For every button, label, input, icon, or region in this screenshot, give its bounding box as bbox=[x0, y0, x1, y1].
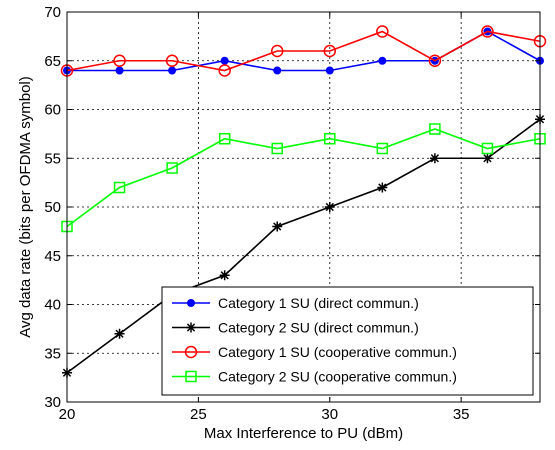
x-axis-title: Max Interference to PU (dBm) bbox=[204, 425, 403, 442]
data-point bbox=[482, 153, 493, 164]
y-axis-title: Avg data rate (bits per OFDMA symbol) bbox=[17, 76, 34, 337]
data-point bbox=[325, 66, 334, 75]
axis-ticks: 20 25 30 35 30 35 40 45 50 55 60 65 70 bbox=[44, 4, 540, 423]
data-point bbox=[168, 66, 177, 75]
data-point bbox=[378, 56, 387, 65]
data-point bbox=[218, 133, 231, 145]
data-point bbox=[324, 202, 335, 212]
y-tick-label: 40 bbox=[44, 297, 61, 314]
series-3 bbox=[60, 25, 547, 77]
data-point bbox=[115, 66, 124, 75]
data-point bbox=[376, 142, 389, 155]
data-point bbox=[377, 182, 388, 193]
legend-label: Category 1 SU (direct commun.) bbox=[218, 295, 419, 311]
data-point bbox=[324, 133, 336, 145]
data-point bbox=[185, 370, 197, 383]
legend: Category 1 SU (direct commun.) Category 2… bbox=[161, 286, 534, 396]
legend-label: Category 2 SU (direct commun.) bbox=[218, 320, 419, 336]
y-tick-label: 65 bbox=[44, 53, 61, 70]
data-point bbox=[219, 270, 230, 281]
legend-entry: Category 2 SU (cooperative commun.) bbox=[172, 369, 457, 385]
data-point bbox=[113, 54, 126, 67]
series-line bbox=[66, 30, 541, 72]
data-point bbox=[166, 162, 178, 174]
y-tick-label: 35 bbox=[44, 345, 61, 362]
y-tick-label: 55 bbox=[44, 150, 61, 167]
data-point bbox=[165, 54, 179, 67]
data-point bbox=[218, 64, 231, 77]
data-point bbox=[186, 322, 196, 333]
y-tick-label: 45 bbox=[44, 248, 61, 265]
data-point bbox=[481, 25, 494, 38]
data-point bbox=[481, 142, 494, 155]
data-point bbox=[376, 25, 389, 38]
data-point bbox=[273, 66, 282, 75]
y-tick-label: 60 bbox=[44, 102, 61, 119]
legend-label: Category 2 SU (cooperative commun.) bbox=[218, 369, 457, 385]
legend-label: Category 1 SU (cooperative commun.) bbox=[218, 344, 457, 360]
series-line bbox=[66, 128, 541, 228]
series-4 bbox=[61, 123, 546, 233]
legend-box bbox=[161, 286, 534, 396]
data-point bbox=[220, 56, 229, 65]
data-point bbox=[428, 54, 442, 67]
y-tick-label: 70 bbox=[44, 4, 61, 21]
legend-entry: Category 2 SU (direct commun.) bbox=[172, 320, 419, 336]
x-tick-label: 20 bbox=[59, 406, 76, 423]
x-tick-label: 35 bbox=[453, 406, 470, 423]
legend-entry: Category 1 SU (direct commun.) bbox=[172, 295, 419, 311]
data-point bbox=[429, 153, 440, 164]
data-point bbox=[271, 142, 283, 155]
y-tick-label: 50 bbox=[44, 199, 61, 216]
y-tick-label: 30 bbox=[44, 394, 61, 411]
data-point bbox=[429, 123, 441, 135]
data-point bbox=[272, 221, 283, 232]
data-point bbox=[113, 181, 126, 194]
series-line bbox=[66, 118, 541, 374]
data-point bbox=[270, 44, 284, 58]
series-layer bbox=[60, 25, 547, 378]
legend-entry: Category 1 SU (cooperative commun.) bbox=[172, 344, 457, 360]
data-point bbox=[114, 328, 125, 339]
data-point bbox=[187, 299, 195, 307]
data-point bbox=[184, 345, 198, 359]
x-tick-label: 30 bbox=[321, 406, 338, 423]
data-point bbox=[323, 44, 337, 58]
x-tick-label: 25 bbox=[190, 406, 207, 423]
